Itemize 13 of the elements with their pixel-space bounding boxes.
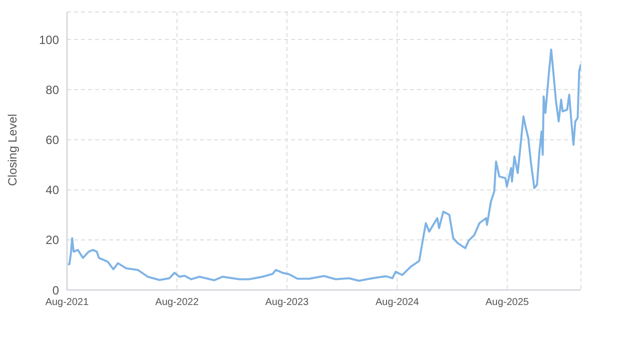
line-series bbox=[67, 48, 581, 282]
y-tick-label: 80 bbox=[46, 82, 60, 97]
y-tick-label: 0 bbox=[52, 283, 60, 298]
y-tick-label: 20 bbox=[46, 233, 60, 248]
x-tick-label: Aug-2021 bbox=[45, 297, 90, 308]
x-tick-label: Aug-2023 bbox=[265, 297, 310, 308]
x-tick-label: Aug-2025 bbox=[485, 297, 530, 308]
y-tick-label: 40 bbox=[46, 183, 60, 198]
y-axis-title: Closing Level bbox=[5, 114, 20, 186]
y-tick-label: 100 bbox=[38, 32, 60, 47]
x-tick-label: Aug-2022 bbox=[155, 297, 200, 308]
y-tick-label: 60 bbox=[46, 132, 60, 147]
x-tick-label: Aug-2024 bbox=[376, 297, 420, 308]
